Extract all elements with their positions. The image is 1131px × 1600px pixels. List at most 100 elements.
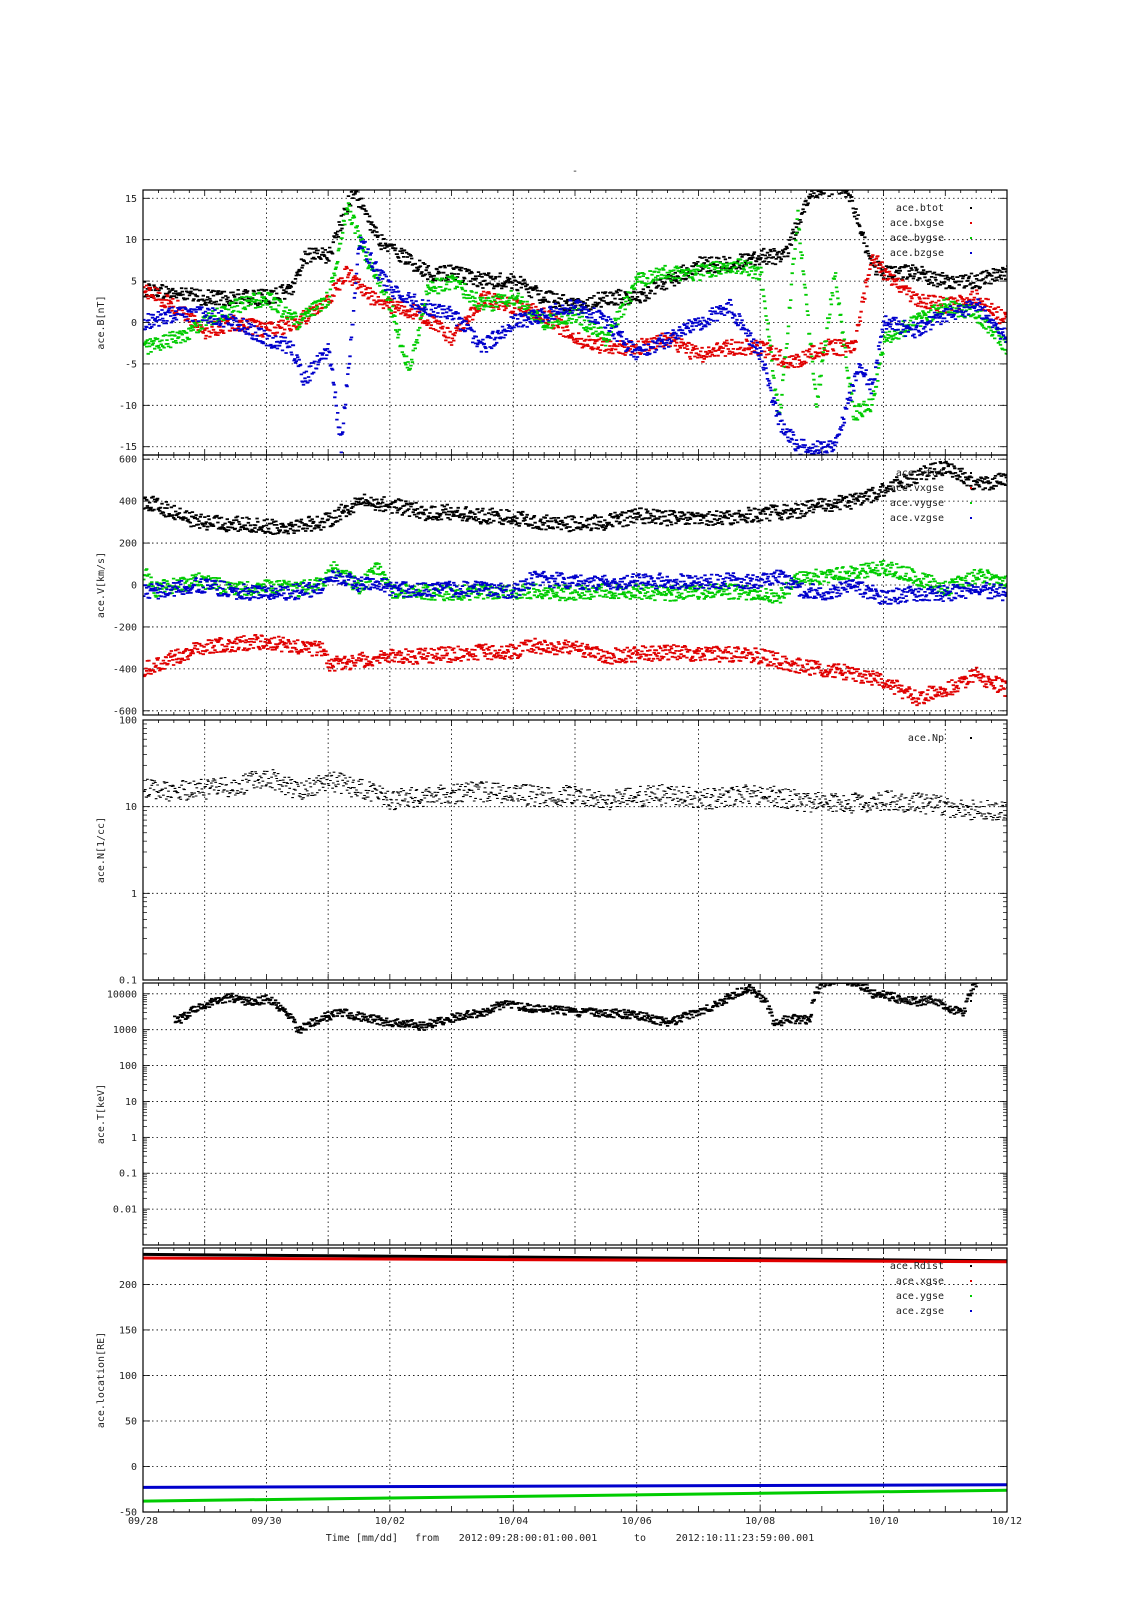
legend-entry: ace.vxgse bbox=[890, 483, 944, 494]
legend-swatch bbox=[970, 737, 972, 739]
x-tick-label: 09/28 bbox=[128, 1516, 158, 1527]
series-points bbox=[143, 769, 1007, 822]
panel-5: -50 0 50 100 150 200 ace.location[RE] ace.Rdist… bbox=[96, 1247, 1008, 1519]
panel-frame bbox=[142, 719, 1008, 981]
legend-entry: ace.Np bbox=[908, 733, 944, 744]
y-tick-label: -15 bbox=[119, 442, 137, 453]
y-tick-label: 0 bbox=[131, 1462, 137, 1473]
legend-entry: ace.Rdist bbox=[890, 1261, 944, 1272]
x-tick-label: 10/06 bbox=[622, 1516, 652, 1527]
series-points bbox=[143, 254, 1007, 369]
y-tick-label: 10 bbox=[125, 802, 137, 813]
y-tick-label: 100 bbox=[119, 716, 137, 727]
panel-2: -600 -400 -200 0 200 400 600 ace.V[km/s] ace.vto… bbox=[96, 454, 1008, 717]
series-points bbox=[143, 236, 1007, 455]
y-tick-label: 1000 bbox=[113, 1025, 137, 1036]
legend-swatch bbox=[970, 472, 972, 474]
series-ace-tkev bbox=[173, 983, 979, 1034]
series-points bbox=[143, 190, 1007, 312]
series-points bbox=[143, 202, 1007, 421]
legend-swatch bbox=[970, 1265, 972, 1267]
x-tick-labels: 09/28 09/30 10/02 10/04 10/06 10/08 10/10 10/12 bbox=[128, 1516, 1022, 1527]
x-tick-label: 09/30 bbox=[251, 1516, 281, 1527]
y-tick-label: 0 bbox=[131, 318, 137, 329]
legend-entry: ace.bzgse bbox=[890, 248, 944, 259]
y-tick-label: 200 bbox=[119, 1280, 137, 1291]
y-tick-label: -50 bbox=[119, 1508, 137, 1519]
legend-entry: ace.ygse bbox=[896, 1291, 944, 1302]
y-tick-label: -200 bbox=[113, 622, 137, 633]
legend-entry: ace.vtot bbox=[896, 468, 944, 479]
series-points bbox=[143, 634, 1007, 707]
y-tick-label: -400 bbox=[113, 664, 137, 675]
y-tick-label: 0 bbox=[131, 581, 137, 592]
legend-swatch bbox=[970, 1000, 972, 1002]
legend-swatch bbox=[970, 1310, 972, 1312]
data-area bbox=[143, 190, 1007, 455]
footer-to-label: to bbox=[634, 1533, 646, 1544]
y-tick-label: 0.1 bbox=[119, 1169, 137, 1180]
x-tick-label: 10/08 bbox=[745, 1516, 775, 1527]
y-tick-label: 100 bbox=[119, 1061, 137, 1072]
series-ace-bzgse bbox=[143, 236, 1007, 455]
footer-from-label: from bbox=[415, 1533, 439, 1544]
y-tick-label: 1 bbox=[131, 889, 137, 900]
series-ace-bygse bbox=[143, 202, 1007, 421]
series-points bbox=[143, 559, 1007, 604]
series-ace-vxgse bbox=[143, 634, 1007, 707]
legend-swatch bbox=[970, 517, 972, 519]
series-ace-ygse bbox=[143, 1488, 1007, 1503]
data-area bbox=[143, 769, 1007, 822]
plot-title: - bbox=[572, 166, 578, 177]
x-tick-label: 10/04 bbox=[498, 1516, 528, 1527]
legend-swatch bbox=[970, 502, 972, 504]
y-tick-label: -5 bbox=[125, 359, 137, 370]
y-tick-label: 200 bbox=[119, 539, 137, 550]
series-ace-vtot bbox=[143, 460, 1007, 535]
panel-3: 0.1 1 10 100 ace.N[1/cc] ace.Np bbox=[96, 716, 1008, 987]
series-line bbox=[143, 1256, 1007, 1264]
series-points bbox=[143, 460, 1007, 535]
y-tick-label: 10 bbox=[125, 1097, 137, 1108]
legend-swatch bbox=[970, 252, 972, 254]
y-tick-label: 10000 bbox=[107, 989, 137, 1000]
y-tick-label: 10 bbox=[125, 235, 137, 246]
y-axis-label: ace.location[RE] bbox=[96, 1332, 107, 1428]
footer-to-value: 2012:10:11:23:59:00.001 bbox=[676, 1533, 814, 1544]
legend-swatch bbox=[970, 222, 972, 224]
y-axis-label: ace.N[1/cc] bbox=[96, 817, 107, 883]
footer-from-value: 2012:09:28:00:01:00.001 bbox=[459, 1533, 597, 1544]
legend-swatch bbox=[970, 237, 972, 239]
data-area bbox=[143, 460, 1007, 707]
data-area bbox=[143, 1252, 1007, 1503]
legend-swatch bbox=[970, 1280, 972, 1282]
panel-frame bbox=[142, 1247, 1008, 1513]
x-tick-label: 10/02 bbox=[375, 1516, 405, 1527]
y-tick-label: -10 bbox=[119, 401, 137, 412]
y-tick-label: 150 bbox=[119, 1325, 137, 1336]
series-ace-bxgse bbox=[143, 254, 1007, 369]
panel-frame bbox=[142, 454, 1008, 716]
legend-entry: ace.vygse bbox=[890, 498, 944, 509]
y-tick-label: -600 bbox=[113, 706, 137, 717]
y-tick-label: 600 bbox=[119, 455, 137, 466]
footer: Time [mm/dd] from 2012:09:28:00:01:00.00… bbox=[326, 1533, 814, 1544]
footer-xlabel: Time [mm/dd] bbox=[326, 1533, 398, 1544]
y-axis-label: ace.B[nT] bbox=[96, 295, 107, 349]
y-tick-label: 0.01 bbox=[113, 1205, 137, 1216]
y-tick-label: 5 bbox=[131, 277, 137, 288]
y-axis-label: ace.T[keV] bbox=[96, 1084, 107, 1144]
legend-swatch bbox=[970, 207, 972, 209]
y-tick-label: 15 bbox=[125, 194, 137, 205]
y-axis-label: ace.V[km/s] bbox=[96, 552, 107, 618]
series-ace-zgse bbox=[143, 1483, 1007, 1489]
legend-entry: ace.tkev bbox=[896, 996, 944, 1007]
series-ace-vygse bbox=[143, 559, 1007, 604]
legend-entry: ace.vzgse bbox=[890, 513, 944, 524]
series-ace-Np bbox=[143, 769, 1007, 822]
y-tick-label: 0.1 bbox=[119, 976, 137, 987]
panels: -15-10-5051015ace.B[nT]ace.btotace.bxgse… bbox=[96, 189, 1022, 1527]
y-tick-label: 400 bbox=[119, 497, 137, 508]
y-tick-label: 100 bbox=[119, 1371, 137, 1382]
